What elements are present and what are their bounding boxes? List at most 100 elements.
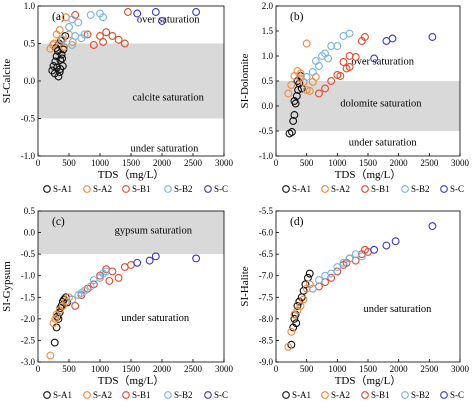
panel-label: (b)	[290, 11, 304, 23]
data-point-s-b2	[80, 30, 89, 39]
data-point-s-a1	[295, 79, 304, 88]
data-point-s-b1	[351, 53, 360, 61]
x-tick-label: 1000	[328, 364, 347, 374]
y-tick-label: -5.5	[259, 206, 274, 216]
data-point-s-c	[158, 17, 166, 25]
data-point-s-b1	[96, 32, 104, 40]
x-tick-label: 500	[62, 364, 76, 374]
data-point-s-a2	[311, 73, 320, 81]
data-point-s-b2	[302, 73, 311, 81]
data-point-s-c	[192, 254, 201, 263]
data-point-s-b2	[357, 252, 366, 261]
y-tick-label: -8.5	[259, 335, 274, 345]
data-point-s-a2	[60, 43, 68, 52]
data-point-s-a1	[305, 269, 314, 278]
legend-label: S-C	[214, 184, 228, 194]
data-point-s-a1	[303, 273, 312, 282]
y-tick-label: 0.0	[24, 228, 36, 238]
data-point-s-b1	[102, 28, 111, 37]
data-point-s-a1	[289, 117, 298, 125]
data-point-s-b1	[314, 89, 323, 98]
x-axis-label: TDS（mg/L）	[335, 374, 402, 387]
data-point-s-c	[133, 9, 142, 18]
data-point-s-b2	[339, 258, 348, 267]
data-point-s-a1	[55, 68, 64, 76]
chart-panel-a: 0 500 1000 1500 2000 2500 3000 -1.0 -0.5 0.0 0.5 1.…	[1, 1, 234, 194]
x-tick-label: 0	[36, 158, 41, 168]
y-tick-label: -1.0	[259, 151, 274, 161]
data-point-s-b1	[114, 273, 123, 282]
saturation-annotation: under saturation	[349, 138, 418, 149]
y-tick-label: 0.5	[24, 206, 36, 216]
y-tick-label: -0.5	[21, 249, 36, 259]
data-point-s-b1	[339, 58, 348, 66]
y-tick-label: 0.0	[262, 101, 274, 111]
panel-label: (a)	[52, 11, 65, 23]
data-point-s-a1	[292, 92, 301, 100]
x-tick-label: 1500	[122, 158, 141, 168]
x-tick-label: 2000	[153, 364, 172, 374]
saturation-band	[38, 43, 224, 119]
data-point-s-c	[151, 8, 160, 16]
y-tick-label: -7.5	[259, 292, 274, 302]
legend-marker-s-a1	[282, 391, 290, 399]
y-tick-label: -2.0	[21, 314, 36, 324]
legend-label: S-B2	[174, 390, 193, 400]
legend-marker-s-a2	[321, 185, 329, 193]
x-tick-label: 0	[274, 364, 279, 374]
data-point-s-b2	[314, 276, 323, 284]
data-point-s-c	[370, 245, 379, 254]
y-tick-label: -2.5	[21, 335, 36, 345]
y-axis-label: SI-Calcite	[1, 59, 13, 104]
legend-marker-s-b1	[122, 391, 130, 399]
legend-label: S-A2	[331, 184, 350, 194]
data-point-s-a2	[284, 89, 293, 98]
data-point-s-b2	[86, 282, 95, 291]
data-point-s-b1	[108, 267, 117, 276]
x-tick-label: 2500	[184, 364, 203, 374]
data-point-s-b2	[327, 269, 336, 278]
y-axis-label: SI-Gypsum	[1, 261, 13, 312]
data-point-s-b2	[99, 13, 108, 22]
data-point-s-c	[370, 54, 379, 63]
data-point-s-b2	[102, 267, 111, 276]
x-tick-label: 3000	[451, 158, 470, 168]
data-point-s-c	[428, 222, 437, 231]
legend-marker-s-b1	[361, 185, 369, 193]
data-point-s-b2	[308, 284, 317, 293]
data-point-s-b2	[80, 286, 89, 295]
x-tick-label: 0	[274, 158, 279, 168]
y-tick-label: -7.0	[259, 271, 274, 281]
data-point-s-b1	[114, 35, 123, 44]
data-point-s-a2	[296, 301, 305, 310]
data-point-s-c	[428, 33, 437, 41]
panel-label: (d)	[290, 216, 304, 228]
chart-panel-c: 0 500 1000 1500 2000 2500 3000 -3.0 -2.5 -2.0 -1.5…	[1, 206, 234, 400]
data-point-s-b2	[345, 29, 354, 38]
x-tick-label: 1000	[91, 158, 110, 168]
data-point-s-b2	[345, 254, 354, 263]
data-point-s-a2	[284, 342, 293, 351]
data-point-s-b2	[68, 41, 77, 49]
data-point-s-a1	[54, 72, 63, 81]
data-point-s-b1	[105, 276, 114, 285]
saturation-annotation: gypsum saturation	[115, 226, 193, 237]
data-point-s-a2	[48, 41, 57, 49]
legend-marker-s-a1	[43, 391, 51, 399]
legend-marker-s-a2	[321, 391, 329, 399]
x-axis-label: TDS（mg/L）	[335, 168, 402, 181]
legend-label: S-A2	[93, 390, 112, 400]
data-point-s-b1	[345, 63, 354, 71]
y-axis-label: SI-Halite	[239, 266, 251, 306]
data-point-s-a2	[302, 39, 311, 48]
data-point-s-a2	[299, 295, 308, 304]
data-point-s-b2	[333, 42, 342, 50]
legend-label: S-C	[214, 390, 228, 400]
y-tick-label: 0.5	[262, 76, 274, 86]
legend-marker-s-a2	[83, 391, 91, 399]
data-point-s-b2	[58, 35, 67, 44]
data-point-s-c	[145, 256, 154, 265]
data-point-s-b1	[99, 38, 108, 46]
data-point-s-b1	[89, 41, 98, 49]
data-point-s-b2	[68, 15, 77, 24]
